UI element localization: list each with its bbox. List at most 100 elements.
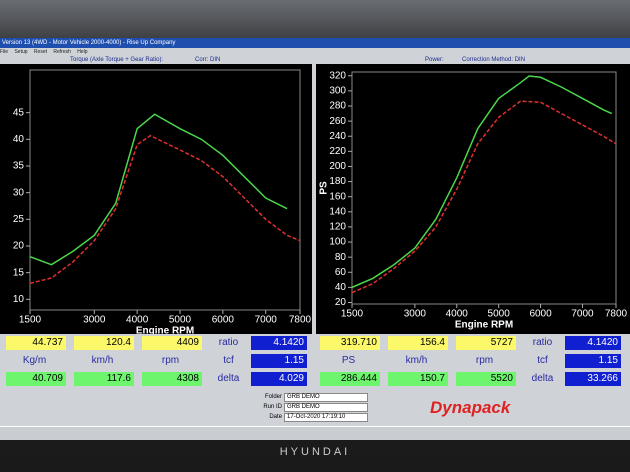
x-tick-label: 7000: [571, 309, 594, 320]
menu-item[interactable]: File: [0, 49, 9, 55]
y-tick-label: 140: [329, 206, 346, 217]
readout-left: 44.737 Kg/m 40.709 ratio 4.1420 120.4 km/h 117.…: [6, 334, 311, 386]
y-tick-label: 20: [13, 241, 25, 252]
power-header: Power:: [425, 57, 444, 63]
menu-item[interactable]: Setup: [14, 49, 28, 55]
readout-value: 156.4: [388, 336, 448, 350]
label: Folder: [264, 394, 282, 400]
y-tick-label: 160: [329, 191, 346, 202]
readout-label: ratio: [532, 337, 553, 348]
value: GRB DEMO: [284, 393, 368, 402]
power-chart: 20 40 60 80 100 120 140 160 180 200 220 240 260 280 30…: [316, 64, 630, 334]
x-axis-label: Engine RPM: [455, 320, 513, 331]
x-tick-label: 7800: [289, 315, 312, 326]
readout-unit: rpm: [475, 355, 494, 366]
series-line: [351, 75, 613, 289]
y-tick-label: 120: [329, 222, 346, 233]
y-axis-label: PS: [319, 181, 330, 195]
y-tick-label: 15: [13, 267, 25, 278]
y-tick-label: 20: [335, 297, 347, 308]
x-tick-label: 5000: [488, 309, 511, 320]
x-tick-label: 1500: [19, 315, 42, 326]
readout-value: 319.710: [320, 336, 380, 350]
header: Torque (Axle Torque + Gear Ratio): Corr:…: [0, 56, 630, 64]
logo: Dynapack: [430, 398, 511, 417]
x-tick-label: 1500: [341, 309, 364, 320]
readout-value: 5727: [456, 336, 516, 350]
readout-value: 286.444: [320, 372, 380, 386]
screen: Version 13 (4WD - Motor Vehicle 2000-400…: [0, 38, 630, 440]
readout-value: 4308: [142, 372, 202, 386]
readout-right: 319.710 PS 286.444 ratio 4.1420 156.4 km/h 150.…: [320, 334, 625, 386]
x-tick-label: 6000: [529, 309, 552, 320]
readout-side: 4.1420: [251, 336, 307, 350]
value: 17-Oct-2020 17:19:10: [284, 413, 368, 422]
x-tick-label: 7800: [605, 309, 628, 320]
label: Date: [269, 414, 282, 420]
plot-frame: [29, 69, 301, 311]
readout-label: ratio: [218, 337, 239, 348]
readout-value: 4409: [142, 336, 202, 350]
readout-value: 117.6: [74, 372, 134, 386]
taskbar: [0, 426, 630, 440]
x-tick-label: 7000: [255, 315, 278, 326]
readout-side: 1.15: [251, 354, 307, 368]
value: GRB DEMO: [284, 403, 368, 412]
y-tick-label: 80: [335, 252, 347, 263]
readout-label: tcf: [537, 355, 548, 366]
readout-unit: km/h: [91, 355, 114, 366]
readout-unit: rpm: [161, 355, 180, 366]
y-tick-label: 100: [329, 237, 346, 248]
label: Run ID: [263, 404, 282, 410]
torque-corr: Corr: DIN: [195, 57, 221, 63]
y-tick-label: 260: [329, 116, 346, 127]
readout-value: 5520: [456, 372, 516, 386]
y-tick-label: 40: [13, 134, 25, 145]
y-tick-label: 45: [13, 107, 25, 118]
run-info: Folder GRB DEMO Run ID GRB DEMO Date 17-…: [240, 392, 600, 424]
y-tick-label: 10: [13, 294, 25, 305]
x-tick-label: 6000: [212, 315, 235, 326]
readout-side: 1.15: [565, 354, 621, 368]
torque-header: Torque (Axle Torque + Gear Ratio):: [70, 57, 164, 63]
readout-unit: Kg/m: [22, 355, 47, 366]
plot-frame: [351, 71, 617, 305]
readout-unit: km/h: [405, 355, 428, 366]
y-tick-label: 40: [335, 282, 347, 293]
title-bar: Version 13 (4WD - Motor Vehicle 2000-400…: [0, 38, 630, 48]
readout-value: 44.737: [6, 336, 66, 350]
readout-label: delta: [217, 373, 240, 384]
readout-value: 40.709: [6, 372, 66, 386]
menu-item[interactable]: Help: [77, 49, 88, 55]
y-tick-label: 35: [13, 161, 25, 172]
menu-bar: File Setup Reset Refresh Help: [0, 48, 630, 56]
x-tick-label: 4000: [446, 309, 469, 320]
menu-item[interactable]: Reset: [33, 49, 47, 55]
y-tick-label: 220: [329, 146, 346, 157]
readout-value: 150.7: [388, 372, 448, 386]
readout-label: tcf: [223, 355, 234, 366]
y-tick-label: 30: [13, 187, 25, 198]
x-tick-label: 4000: [126, 315, 149, 326]
readout-side: 4.029: [251, 372, 307, 386]
series-line: [29, 134, 301, 285]
y-tick-label: 180: [329, 176, 346, 187]
menu-item[interactable]: Refresh: [53, 49, 71, 55]
readout-side: 33.266: [565, 372, 621, 386]
y-tick-label: 300: [329, 86, 346, 97]
x-tick-label: 3000: [404, 309, 427, 320]
x-axis-label: Engine RPM: [136, 326, 194, 334]
series-line: [351, 100, 617, 294]
torque-chart: 10 15 20 25 30 35 40 45 1500 3000 4000 5000 6000 7000…: [0, 64, 312, 334]
y-tick-label: 25: [13, 214, 25, 225]
y-tick-label: 60: [335, 267, 347, 278]
x-tick-label: 3000: [83, 315, 106, 326]
power-corr: Correction Method: DIN: [462, 57, 526, 63]
y-tick-label: 200: [329, 161, 346, 172]
series-line: [29, 113, 288, 266]
readout-side: 4.1420: [565, 336, 621, 350]
y-tick-label: 320: [329, 70, 346, 81]
x-tick-label: 5000: [169, 315, 192, 326]
readout-value: 120.4: [74, 336, 134, 350]
